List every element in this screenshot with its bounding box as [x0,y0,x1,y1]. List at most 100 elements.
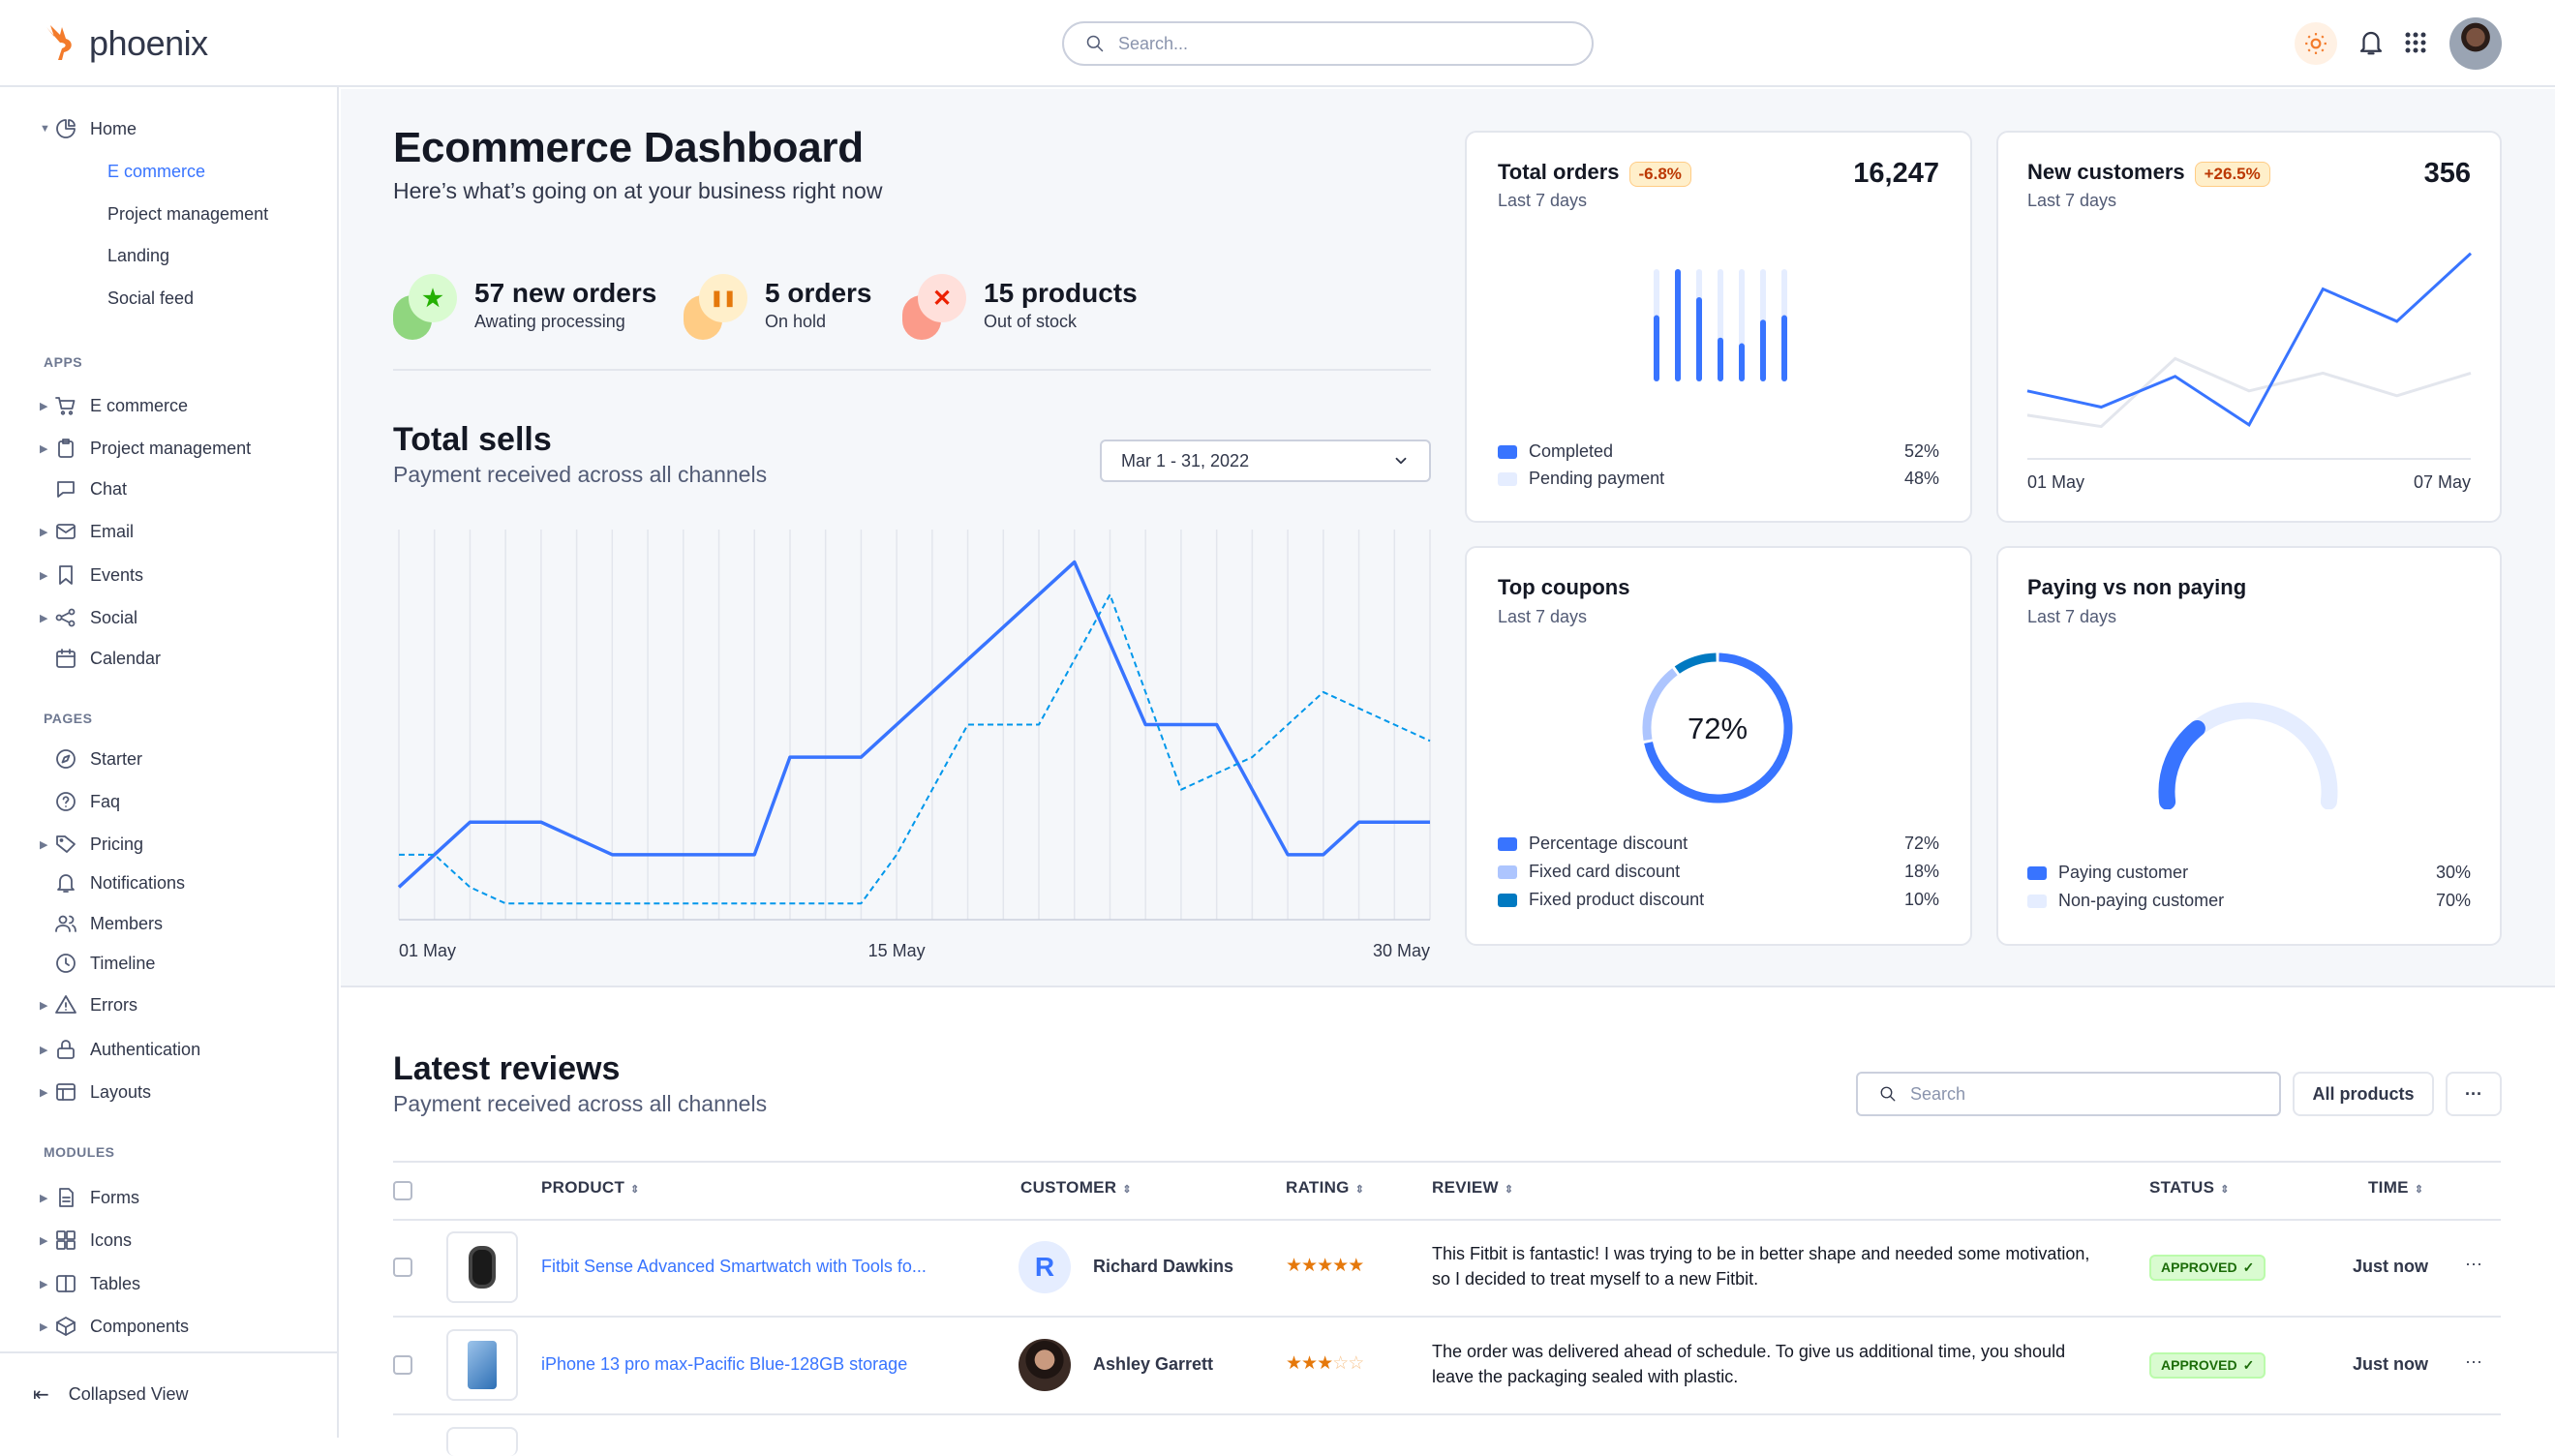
select-all-checkbox[interactable] [393,1181,412,1200]
row-checkbox[interactable] [393,1355,412,1375]
sells-series-dashed-line [399,594,1430,903]
sidebar-item-label: Layouts [90,1082,151,1103]
legend-label: Percentage discount [1529,834,1688,854]
avatar[interactable] [2449,17,2502,70]
collapse-icon: ⇤ [33,1382,49,1407]
mail-icon [54,520,77,543]
sidebar-item-social[interactable]: ▶Social [0,600,339,635]
search-placeholder: Search... [1118,34,1188,54]
star-empty-icon: ☆ [1348,1353,1363,1374]
sidebar-item-components[interactable]: ▶Components [0,1309,339,1344]
rating-stars: ★★★★★ [1286,1255,1363,1277]
legend-item: Pending payment [1498,469,1664,489]
sidebar-subitem-social-feed[interactable]: Social feed [107,284,194,313]
star-filled-icon: ★ [1286,1353,1301,1374]
bell-icon [2357,28,2386,57]
alert-icon [54,993,77,1016]
star-filled-icon: ★ [1348,1256,1363,1276]
logo-text[interactable]: phoenix [89,23,208,64]
change-badge: +26.5% [2195,162,2270,187]
theme-toggle-button[interactable] [2295,22,2337,65]
global-search-input[interactable]: Search... [1062,21,1594,66]
customer-avatar: R [1019,1241,1071,1293]
row-checkbox[interactable] [393,1258,412,1277]
sidebar-item-label: Errors [90,995,137,1016]
sidebar-item-events[interactable]: ▶Events [0,558,339,592]
notifications-button[interactable] [2357,28,2386,62]
total-orders-bar-chart [1646,266,1791,384]
stat-value: 57 new orders [474,278,656,309]
sidebar-item-layouts[interactable]: ▶ Layouts [0,1075,339,1109]
status-badge: APPROVED✓ [2149,1352,2266,1379]
search-icon [1085,34,1105,53]
column-header-rating[interactable]: RATING⇕ [1286,1178,1364,1198]
caret-right-icon: ▶ [40,442,47,455]
top-coupons-donut-chart: 72% [1640,651,1795,805]
column-header-customer[interactable]: CUSTOMER⇕ [1020,1178,1132,1198]
total-sells-subtitle: Payment received across all channels [393,462,767,488]
customer-name[interactable]: Ashley Garrett [1093,1354,1213,1375]
sidebar-item-authentication[interactable]: ▶Authentication [0,1032,339,1067]
sort-icon: ⇕ [630,1184,640,1196]
layout-icon [54,1080,77,1104]
sidebar-item-label: Members [90,914,163,934]
sidebar-item-pricing[interactable]: ▶Pricing [0,827,339,862]
sort-icon: ⇕ [2220,1184,2230,1196]
more-options-button[interactable]: ··· [2446,1072,2502,1116]
sidebar-item-home[interactable]: ▼Home [0,111,339,146]
sidebar-item-e-commerce[interactable]: ▶E commerce [0,388,339,423]
reviews-subtitle: Payment received across all channels [393,1091,767,1117]
sidebar-subitem-project-management[interactable]: Project management [107,199,268,228]
row-actions-button[interactable]: ··· [2465,1351,2482,1372]
sidebar-item-notifications[interactable]: Notifications [0,865,339,900]
sidebar-item-members[interactable]: Members [0,906,339,941]
sidebar-item-icons[interactable]: ▶Icons [0,1223,339,1258]
donut-center-label: 72% [1688,712,1748,745]
collapse-sidebar-button[interactable]: ⇤Collapsed View [33,1379,189,1410]
sidebar-item-faq[interactable]: Faq [0,784,339,819]
sidebar-item-calendar[interactable]: Calendar [0,641,339,676]
sidebar-item-label: Faq [90,792,120,812]
current-period-line [2027,254,2471,425]
sidebar-subitem-landing[interactable]: Landing [107,241,169,270]
chevron-down-icon [1392,452,1410,470]
reviews-search-input[interactable]: Search [1856,1072,2281,1116]
divider [0,1351,339,1353]
sidebar-item-starter[interactable]: Starter [0,742,339,776]
sidebar-item-project-management[interactable]: ▶Project management [0,431,339,466]
compass-icon [54,747,77,771]
column-header-time[interactable]: TIME⇕ [2368,1178,2423,1198]
column-header-product[interactable]: PRODUCT⇕ [541,1178,640,1198]
row-actions-button[interactable]: ··· [2465,1254,2482,1274]
sidebar-item-label: Email [90,522,134,542]
column-header-review[interactable]: REVIEW⇕ [1432,1178,1513,1198]
phoenix-logo-icon[interactable] [41,23,79,62]
sidebar-item-email[interactable]: ▶Email [0,514,339,549]
all-products-button[interactable]: All products [2293,1072,2434,1116]
chat-icon [54,477,77,500]
caret-right-icon: ▶ [40,1086,47,1099]
tag-icon [54,833,77,856]
total-orders-value: 16,247 [1791,158,1939,190]
product-link[interactable]: iPhone 13 pro max-Pacific Blue-128GB sto… [541,1354,907,1375]
sidebar-item-tables[interactable]: ▶Tables [0,1266,339,1301]
sidebar-item-forms[interactable]: ▶Forms [0,1180,339,1215]
sidebar-subitem-e-commerce[interactable]: E commerce [107,157,205,186]
star-filled-icon: ★ [1317,1353,1332,1374]
legend-value: 70% [2393,891,2471,911]
sidebar-item-chat[interactable]: Chat [0,471,339,506]
total-orders-title: Total orders-6.8% [1498,160,1691,187]
customer-name[interactable]: Richard Dawkins [1093,1257,1233,1277]
sidebar-item-timeline[interactable]: Timeline [0,946,339,981]
sidebar-item-errors[interactable]: ▶Errors [0,987,339,1022]
share-icon [54,606,77,629]
caret-right-icon: ▶ [40,400,47,412]
apps-button[interactable] [2404,31,2427,59]
column-label: STATUS [2149,1178,2214,1197]
sun-icon [2303,31,2328,56]
column-header-status[interactable]: STATUS ⇕ [2149,1178,2230,1198]
legend-swatch [2027,866,2047,880]
sidebar-item-label: Home [90,119,137,139]
date-range-select[interactable]: Mar 1 - 31, 2022 [1100,440,1431,482]
product-link[interactable]: Fitbit Sense Advanced Smartwatch with To… [541,1257,927,1277]
